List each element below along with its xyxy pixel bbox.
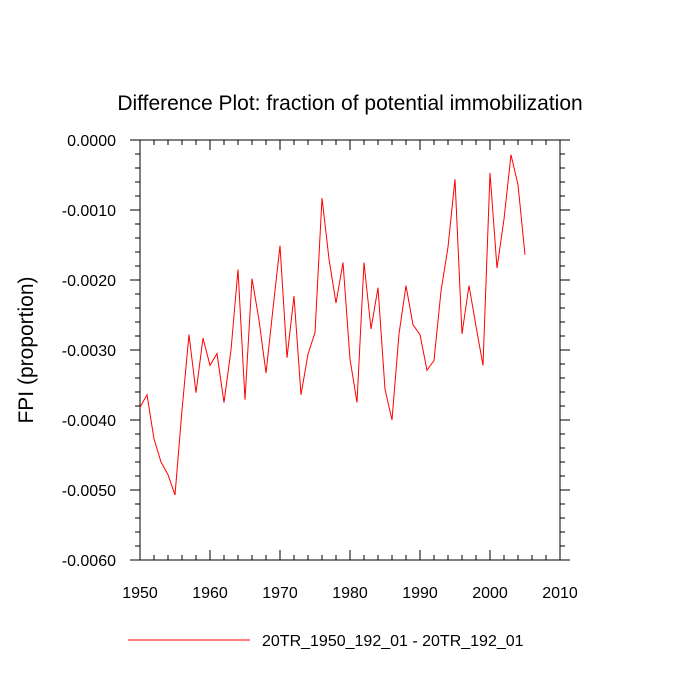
x-tick-label: 1990 <box>402 585 438 602</box>
chart-title: Difference Plot: fraction of potential i… <box>117 92 582 115</box>
x-tick-label: 2010 <box>542 585 578 602</box>
plot-frame <box>139 139 561 561</box>
y-tick-label: -0.0010 <box>62 203 116 220</box>
y-tick-label: -0.0020 <box>62 273 116 290</box>
y-tick-label: 0.0000 <box>67 133 116 150</box>
legend-label: 20TR_1950_192_01 - 20TR_192_01 <box>262 633 524 650</box>
y-tick-label: -0.0040 <box>62 413 116 430</box>
axis-ticks <box>130 139 570 561</box>
legend: 20TR_1950_192_01 - 20TR_192_01 <box>128 633 524 650</box>
x-tick-label: 2000 <box>472 585 508 602</box>
x-tick-label: 1960 <box>192 585 228 602</box>
x-tick-label: 1950 <box>122 585 158 602</box>
x-tick-label: 1980 <box>332 585 368 602</box>
x-tick-label: 1970 <box>262 585 298 602</box>
y-tick-label: -0.0030 <box>62 343 116 360</box>
y-axis-title: FPI (proportion) <box>15 276 38 423</box>
series-line <box>139 154 526 496</box>
y-tick-label: -0.0060 <box>62 553 116 570</box>
y-tick-label: -0.0050 <box>62 483 116 500</box>
series-group <box>139 154 526 496</box>
tick-labels: 1950 1960 1970 1980 1990 2000 2010 -0.0060 -0.00… <box>62 133 578 602</box>
